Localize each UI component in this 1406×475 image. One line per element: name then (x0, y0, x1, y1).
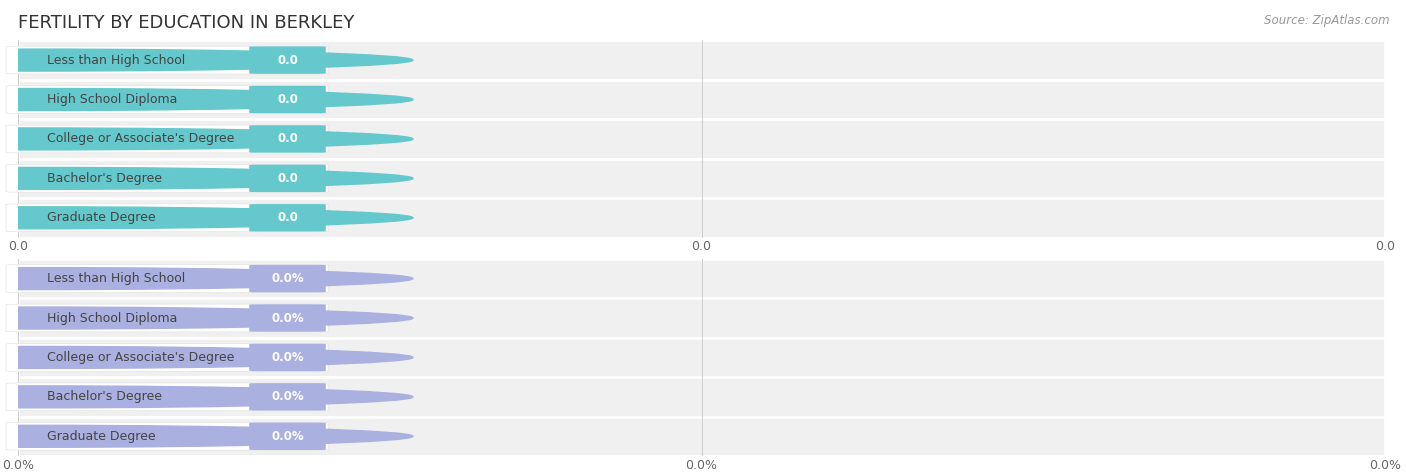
FancyBboxPatch shape (6, 343, 329, 371)
Text: Less than High School: Less than High School (46, 272, 186, 285)
Text: 0.0%: 0.0% (271, 351, 304, 364)
FancyBboxPatch shape (249, 125, 326, 152)
Circle shape (0, 207, 413, 229)
Text: Graduate Degree: Graduate Degree (46, 211, 156, 224)
Circle shape (0, 307, 413, 329)
Text: 0.0: 0.0 (277, 93, 298, 106)
FancyBboxPatch shape (249, 344, 326, 371)
Bar (18, 80, 1385, 119)
Bar (18, 119, 1385, 159)
FancyBboxPatch shape (249, 304, 326, 332)
FancyBboxPatch shape (6, 46, 329, 74)
Text: 0.0: 0.0 (277, 172, 298, 185)
Text: College or Associate's Degree: College or Associate's Degree (46, 351, 235, 364)
Text: 0.0: 0.0 (277, 133, 298, 145)
Circle shape (0, 386, 413, 408)
FancyBboxPatch shape (249, 265, 326, 292)
Text: High School Diploma: High School Diploma (46, 93, 177, 106)
Circle shape (0, 425, 413, 447)
FancyBboxPatch shape (249, 165, 326, 192)
Circle shape (0, 167, 413, 190)
FancyBboxPatch shape (6, 383, 329, 411)
FancyBboxPatch shape (6, 304, 329, 332)
Text: 0.0%: 0.0% (271, 390, 304, 403)
FancyBboxPatch shape (249, 204, 326, 231)
FancyBboxPatch shape (6, 204, 329, 232)
Text: 0.0: 0.0 (277, 211, 298, 224)
Bar (18, 259, 1385, 298)
FancyBboxPatch shape (249, 423, 326, 450)
FancyBboxPatch shape (6, 125, 329, 153)
Text: Source: ZipAtlas.com: Source: ZipAtlas.com (1264, 14, 1389, 27)
FancyBboxPatch shape (6, 86, 329, 114)
Text: Bachelor's Degree: Bachelor's Degree (46, 390, 162, 403)
Bar (18, 338, 1385, 377)
Bar (18, 198, 1385, 238)
FancyBboxPatch shape (6, 164, 329, 192)
Text: Graduate Degree: Graduate Degree (46, 430, 156, 443)
Bar (18, 298, 1385, 338)
Circle shape (0, 88, 413, 111)
Text: College or Associate's Degree: College or Associate's Degree (46, 133, 235, 145)
Text: 0.0%: 0.0% (271, 430, 304, 443)
FancyBboxPatch shape (249, 86, 326, 113)
Bar (18, 417, 1385, 456)
Text: FERTILITY BY EDUCATION IN BERKLEY: FERTILITY BY EDUCATION IN BERKLEY (18, 14, 354, 32)
Circle shape (0, 49, 413, 71)
FancyBboxPatch shape (249, 47, 326, 74)
Bar (18, 40, 1385, 80)
FancyBboxPatch shape (6, 422, 329, 450)
Circle shape (0, 267, 413, 290)
Text: Less than High School: Less than High School (46, 54, 186, 67)
Text: 0.0%: 0.0% (271, 312, 304, 324)
Text: 0.0: 0.0 (277, 54, 298, 67)
Circle shape (0, 128, 413, 150)
Text: Bachelor's Degree: Bachelor's Degree (46, 172, 162, 185)
Text: High School Diploma: High School Diploma (46, 312, 177, 324)
FancyBboxPatch shape (249, 383, 326, 410)
Circle shape (0, 346, 413, 369)
FancyBboxPatch shape (6, 265, 329, 293)
Bar (18, 377, 1385, 417)
Bar (18, 159, 1385, 198)
Text: 0.0%: 0.0% (271, 272, 304, 285)
